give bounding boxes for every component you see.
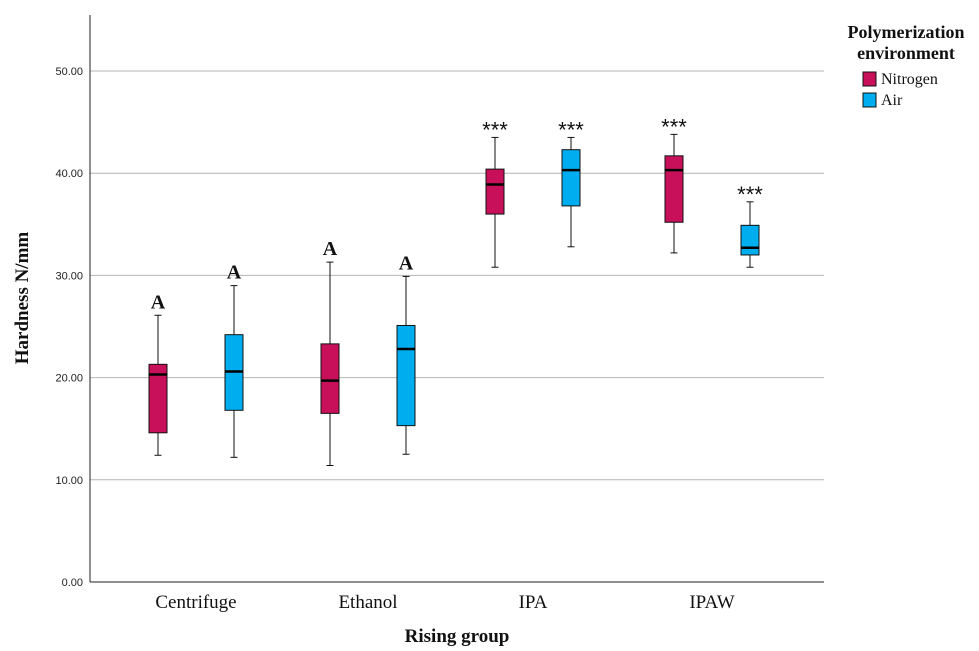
legend-swatch	[862, 71, 877, 87]
annotations: A A *** *** A A *** ***	[151, 114, 764, 313]
axes	[89, 15, 824, 583]
x-tick-labels: Centrifuge Ethanol IPA IPAW	[155, 592, 734, 613]
x-tick-label-ethanol: Ethanol	[338, 592, 397, 613]
y-tick-label: 0.00	[62, 577, 83, 589]
x-axis-title: Rising group	[405, 626, 510, 647]
box-nitrogen-ethanol	[320, 261, 340, 466]
gridlines	[90, 70, 824, 481]
box-iqr	[561, 149, 581, 207]
box-air-centrifuge	[224, 285, 244, 458]
box-nitrogen-centrifuge	[148, 314, 168, 456]
box-iqr	[396, 324, 416, 427]
legend-title-line-1: Polymerization	[848, 22, 965, 42]
significance-label: A	[227, 262, 242, 284]
y-tick-label: 30.00	[55, 270, 83, 282]
legend-label: Air	[881, 92, 903, 109]
significance-label: A	[399, 252, 414, 274]
legend: Polymerization environment Nitrogen Air	[848, 22, 965, 109]
box-iqr	[320, 343, 340, 414]
y-tick-label: 40.00	[55, 168, 83, 180]
box-iqr	[485, 168, 505, 215]
box-iqr	[664, 155, 684, 223]
x-tick-label-ipaw: IPAW	[689, 592, 734, 613]
legend-item-air: Air	[862, 92, 903, 109]
legend-title-line-2: environment	[857, 43, 955, 63]
significance-label: A	[151, 291, 166, 313]
legend-items: Nitrogen Air	[862, 71, 938, 109]
box-air-ipaw	[740, 201, 760, 268]
significance-label: ***	[482, 117, 508, 142]
x-tick-label-centrifuge: Centrifuge	[155, 592, 236, 613]
significance-label: ***	[558, 117, 584, 142]
y-tick-label: 50.00	[55, 66, 83, 78]
x-tick-label-ipa: IPA	[519, 592, 548, 613]
y-axis-title: Hardness N/mm	[12, 232, 33, 365]
box-air-ethanol	[396, 275, 416, 455]
y-tick-label: 10.00	[55, 475, 83, 487]
box-nitrogen-ipaw	[664, 133, 684, 254]
box-nitrogen-ipa	[485, 136, 505, 268]
box-iqr	[148, 363, 168, 434]
legend-swatch	[862, 92, 877, 108]
y-tick-labels: 0.00 10.00 20.00 30.00 40.00 50.00	[55, 66, 83, 589]
significance-label: ***	[737, 182, 763, 207]
boxes	[148, 133, 760, 466]
significance-label: ***	[661, 114, 687, 139]
significance-label: A	[323, 238, 338, 260]
box-iqr	[740, 224, 760, 256]
legend-item-nitrogen: Nitrogen	[862, 71, 938, 88]
y-tick-label: 20.00	[55, 373, 83, 385]
box-air-ipa	[561, 136, 581, 248]
legend-label: Nitrogen	[881, 71, 938, 88]
